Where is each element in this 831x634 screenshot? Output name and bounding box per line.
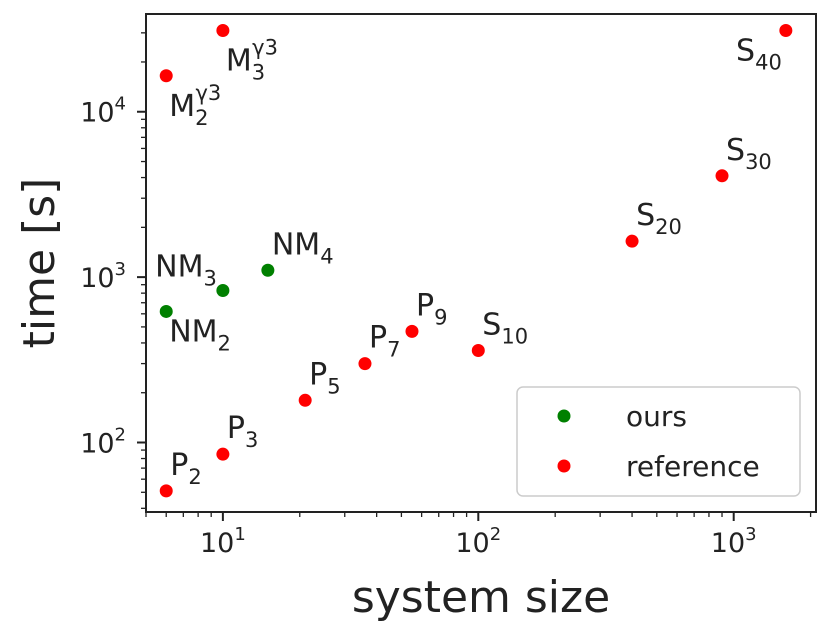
axis-ticks: 101 102 103 102 103 104 [80,32,812,559]
point-label: M2γ3 [169,81,221,130]
y-tick-label: 102 [80,425,126,460]
point-reference [159,484,173,498]
x-tick-label: 102 [455,524,501,559]
point-reference [715,169,729,183]
point-label: P7 [369,321,400,362]
point-reference [625,234,639,248]
point-label: P5 [309,357,340,398]
point-label: M3γ3 [226,35,278,84]
point-label: S10 [482,308,528,349]
point-label: P2 [170,448,201,489]
x-tick-label: 103 [711,524,757,559]
y-axis-label: time [s] [14,178,65,349]
point-reference [159,69,173,83]
point-label: P9 [416,288,447,329]
y-tick-label: 104 [80,94,126,129]
point-reference [216,23,230,37]
x-tick-label: 101 [200,524,246,559]
point-reference [358,357,372,371]
legend-box [516,386,801,497]
legend: ours reference [516,386,801,497]
point-label: S30 [726,133,772,174]
point-reference [298,393,312,407]
legend-marker-reference [557,459,571,473]
point-label: P3 [227,411,258,452]
legend-label-ours: ours [626,400,687,433]
point-reference [779,23,793,37]
point-label: S20 [636,198,682,239]
point-ours [261,263,275,277]
point-label: NM2 [169,314,231,355]
point-reference [216,447,230,461]
point-label: NM3 [155,250,217,291]
legend-marker-ours [557,409,571,423]
x-axis-label: system size [352,572,610,623]
point-label: S40 [736,33,782,74]
legend-label-reference: reference [626,450,760,483]
y-tick-label: 103 [80,259,126,294]
point-label: NM4 [272,227,334,268]
point-reference [471,344,485,358]
point-ours [159,304,173,318]
point-reference [405,324,419,338]
point-ours [216,284,230,298]
